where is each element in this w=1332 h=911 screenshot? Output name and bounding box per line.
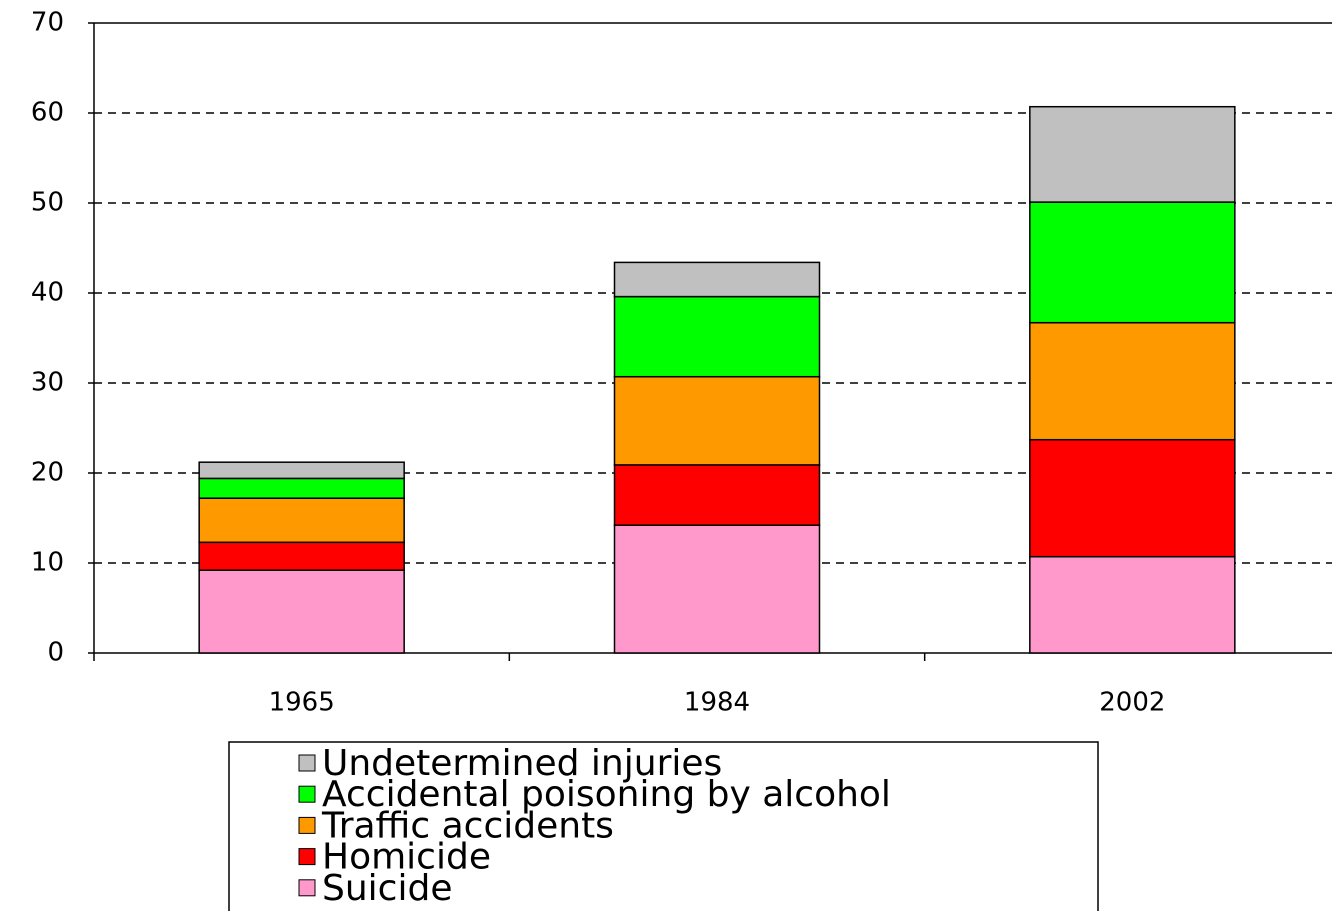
legend-label: Traffic accidents [321, 805, 614, 846]
legend-label: Undetermined injuries [322, 743, 722, 784]
bar-segment [198, 461, 405, 480]
bar-segment [1029, 105, 1236, 203]
bar-segment [1029, 201, 1236, 324]
legend-box [228, 741, 1099, 911]
bar-segment [613, 375, 821, 466]
bar-segment [1029, 321, 1236, 441]
bar-segment [1029, 555, 1236, 654]
legend-swatch [298, 816, 316, 834]
legend-label: Homicide [322, 837, 491, 878]
legend-swatch [298, 754, 316, 772]
bar-segment [198, 497, 405, 544]
y-tick-label: 30 [31, 368, 64, 398]
y-tick-label: 60 [31, 98, 64, 128]
x-tick-label: 1965 [269, 688, 335, 718]
legend-swatch [298, 848, 316, 866]
bar-segment [613, 524, 821, 654]
bar-segment [613, 464, 821, 526]
y-tick-label: 0 [47, 638, 64, 668]
bar-segment [613, 261, 821, 298]
bar-segment [198, 569, 405, 654]
x-tick-label: 2002 [1099, 688, 1165, 718]
bar-segment [613, 295, 821, 378]
legend-swatch [298, 879, 316, 897]
x-tick-label: 1984 [684, 688, 750, 718]
y-tick-label: 20 [31, 458, 64, 488]
legend-swatch [298, 785, 316, 803]
y-tick-label: 40 [31, 278, 64, 308]
bar-segment [1029, 438, 1236, 558]
bar-segment [198, 541, 405, 571]
legend-label: Accidental poisoning by alcohol [322, 774, 891, 815]
y-tick-label: 10 [31, 548, 64, 578]
y-tick-label: 70 [31, 8, 64, 38]
y-tick-label: 50 [31, 188, 64, 218]
legend-label: Suicide [322, 868, 452, 909]
bar-segment [198, 477, 405, 499]
